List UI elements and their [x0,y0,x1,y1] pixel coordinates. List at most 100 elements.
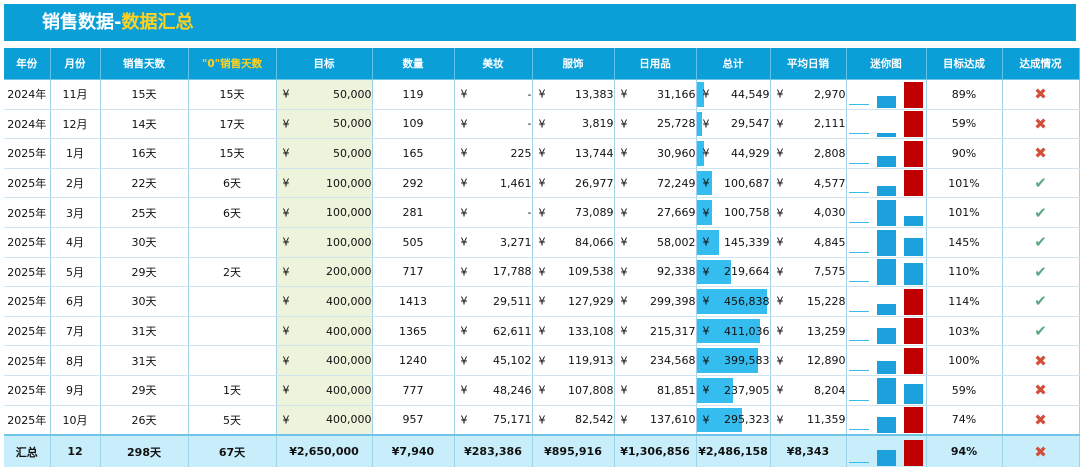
target-rate-cell[interactable]: 59% [926,375,1003,406]
month-cell[interactable]: 7月 [50,316,101,347]
summary-days[interactable]: 298天 [100,434,189,468]
target-rate-cell[interactable]: 100% [926,345,1003,376]
summary-total[interactable]: ¥2,486,158 [696,434,771,468]
achievement-cell[interactable]: ✔ [1002,168,1080,199]
sales-days-cell[interactable]: 16天 [100,138,189,169]
avg-daily-cell[interactable]: ¥4,577 [770,168,847,199]
daily-goods-cell[interactable]: ¥25,728 [614,109,697,140]
zero-days-cell[interactable] [188,227,277,258]
target-cell[interactable]: ¥400,000 [276,405,373,436]
summary-rate[interactable]: 94% [926,434,1003,468]
header-month[interactable]: 月份 [50,48,101,80]
beauty-cell[interactable]: ¥45,102 [454,345,533,376]
achievement-cell[interactable]: ✖ [1002,79,1080,110]
total-cell[interactable]: ¥29,547 [696,109,771,140]
month-cell[interactable]: 6月 [50,286,101,317]
header-apparel[interactable]: 服饰 [532,48,615,80]
total-cell[interactable]: ¥411,036 [696,316,771,347]
zero-days-cell[interactable]: 5天 [188,405,277,436]
quantity-cell[interactable]: 777 [372,375,455,406]
apparel-cell[interactable]: ¥109,538 [532,257,615,288]
daily-goods-cell[interactable]: ¥299,398 [614,286,697,317]
header-target[interactable]: 目标 [276,48,373,80]
sparkline-cell[interactable] [846,345,927,376]
beauty-cell[interactable]: ¥48,246 [454,375,533,406]
target-cell[interactable]: ¥200,000 [276,257,373,288]
header-total[interactable]: 总计 [696,48,771,80]
target-cell[interactable]: ¥400,000 [276,316,373,347]
target-rate-cell[interactable]: 110% [926,257,1003,288]
sparkline-cell[interactable] [846,168,927,199]
target-cell[interactable]: ¥400,000 [276,286,373,317]
header-zero-sales-days[interactable]: "0"销售天数 [188,48,277,80]
summary-avg[interactable]: ¥8,343 [770,434,847,468]
header-quantity[interactable]: 数量 [372,48,455,80]
avg-daily-cell[interactable]: ¥2,111 [770,109,847,140]
month-cell[interactable]: 3月 [50,197,101,228]
target-rate-cell[interactable]: 145% [926,227,1003,258]
avg-daily-cell[interactable]: ¥11,359 [770,405,847,436]
summary-beauty[interactable]: ¥283,386 [454,434,533,468]
achievement-cell[interactable]: ✖ [1002,138,1080,169]
sales-days-cell[interactable]: 31天 [100,316,189,347]
target-cell[interactable]: ¥100,000 [276,227,373,258]
avg-daily-cell[interactable]: ¥2,808 [770,138,847,169]
year-cell[interactable]: 2025年 [4,316,51,347]
year-cell[interactable]: 2025年 [4,227,51,258]
achievement-cell[interactable]: ✖ [1002,375,1080,406]
summary-label[interactable]: 汇总 [4,434,51,468]
total-cell[interactable]: ¥399,583 [696,345,771,376]
achievement-cell[interactable]: ✔ [1002,197,1080,228]
sparkline-cell[interactable] [846,375,927,406]
sales-days-cell[interactable]: 31天 [100,345,189,376]
total-cell[interactable]: ¥295,323 [696,405,771,436]
sparkline-cell[interactable] [846,405,927,436]
avg-daily-cell[interactable]: ¥2,970 [770,79,847,110]
summary-status[interactable]: ✖ [1002,434,1080,468]
apparel-cell[interactable]: ¥127,929 [532,286,615,317]
target-rate-cell[interactable]: 103% [926,316,1003,347]
quantity-cell[interactable]: 957 [372,405,455,436]
sparkline-cell[interactable] [846,286,927,317]
achievement-cell[interactable]: ✖ [1002,405,1080,436]
sales-days-cell[interactable]: 15天 [100,79,189,110]
month-cell[interactable]: 11月 [50,79,101,110]
target-cell[interactable]: ¥50,000 [276,109,373,140]
target-rate-cell[interactable]: 114% [926,286,1003,317]
summary-daily-goods[interactable]: ¥1,306,856 [614,434,697,468]
beauty-cell[interactable]: ¥ - [454,197,533,228]
quantity-cell[interactable]: 1413 [372,286,455,317]
month-cell[interactable]: 9月 [50,375,101,406]
month-cell[interactable]: 8月 [50,345,101,376]
year-cell[interactable]: 2024年 [4,109,51,140]
sales-days-cell[interactable]: 30天 [100,227,189,258]
beauty-cell[interactable]: ¥1,461 [454,168,533,199]
month-cell[interactable]: 10月 [50,405,101,436]
sales-days-cell[interactable]: 14天 [100,109,189,140]
sparkline-cell[interactable] [846,197,927,228]
achievement-cell[interactable]: ✖ [1002,109,1080,140]
target-rate-cell[interactable]: 59% [926,109,1003,140]
sales-days-cell[interactable]: 25天 [100,197,189,228]
zero-days-cell[interactable]: 15天 [188,138,277,169]
apparel-cell[interactable]: ¥119,913 [532,345,615,376]
sales-days-cell[interactable]: 26天 [100,405,189,436]
daily-goods-cell[interactable]: ¥234,568 [614,345,697,376]
quantity-cell[interactable]: 1365 [372,316,455,347]
daily-goods-cell[interactable]: ¥30,960 [614,138,697,169]
quantity-cell[interactable]: 1240 [372,345,455,376]
beauty-cell[interactable]: ¥225 [454,138,533,169]
sparkline-cell[interactable] [846,138,927,169]
month-cell[interactable]: 12月 [50,109,101,140]
target-cell[interactable]: ¥400,000 [276,345,373,376]
target-rate-cell[interactable]: 101% [926,197,1003,228]
year-cell[interactable]: 2025年 [4,168,51,199]
sparkline-cell[interactable] [846,79,927,110]
apparel-cell[interactable]: ¥26,977 [532,168,615,199]
beauty-cell[interactable]: ¥ - [454,79,533,110]
total-cell[interactable]: ¥237,905 [696,375,771,406]
header-daily-goods[interactable]: 日用品 [614,48,697,80]
total-cell[interactable]: ¥100,758 [696,197,771,228]
avg-daily-cell[interactable]: ¥8,204 [770,375,847,406]
sales-days-cell[interactable]: 30天 [100,286,189,317]
